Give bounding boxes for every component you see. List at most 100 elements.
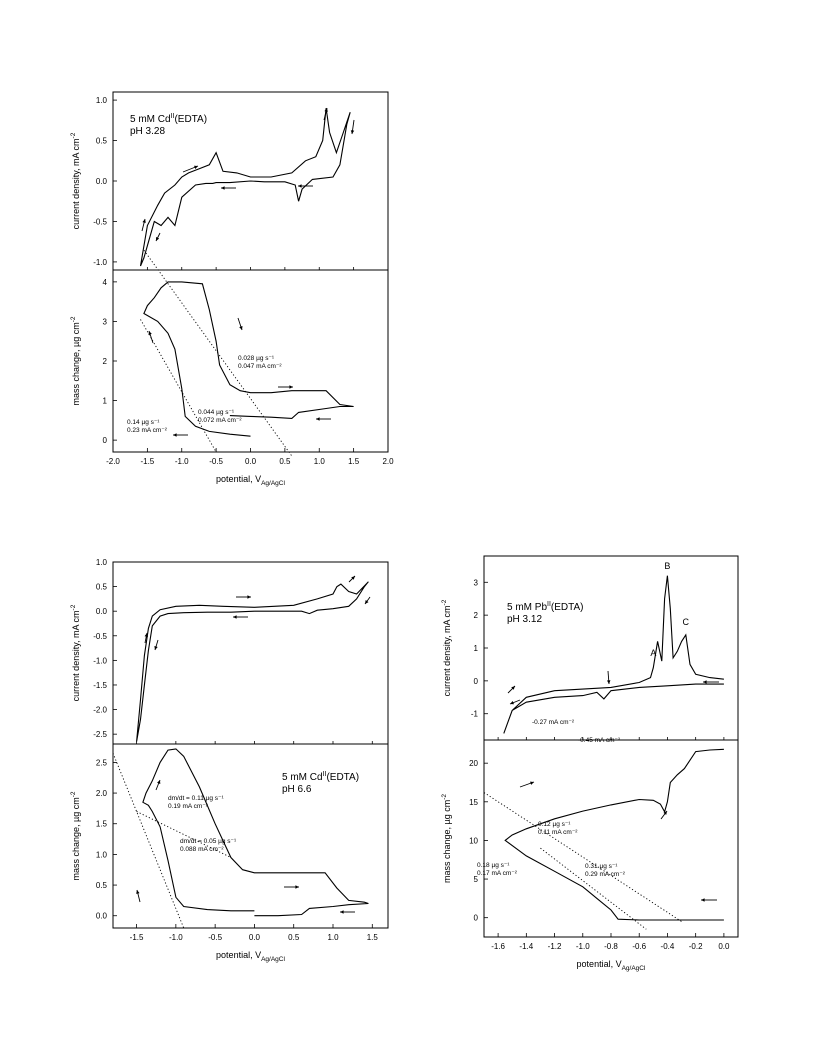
x-tick-label: -1.0 (169, 933, 183, 942)
current-y-tick-label: -1.0 (93, 258, 107, 267)
scan-direction-arrow (350, 119, 355, 135)
x-tick-label: 0.5 (279, 457, 291, 466)
x-tick-label: -1.5 (140, 457, 154, 466)
mass-y-tick-label: 0.0 (96, 912, 108, 921)
arrow-head (289, 385, 293, 389)
arrow-head (221, 186, 225, 190)
mass-y-tick-label: 4 (103, 278, 108, 287)
arrow-head (194, 165, 198, 169)
current-y-tick-label: 1 (474, 644, 479, 653)
x-tick-label: 1.5 (367, 933, 379, 942)
current-plot-frame (483, 555, 739, 741)
x-tick-label: 0.5 (288, 933, 300, 942)
arrow-head (316, 417, 320, 421)
peak-label: A (650, 648, 656, 658)
scan-direction-arrow (340, 910, 355, 914)
current-y-tick-label: -1 (471, 710, 479, 719)
current-y-tick-label: -1.5 (93, 681, 107, 690)
arrow-head (144, 633, 148, 637)
panel-ph: pH 3.12 (507, 614, 542, 625)
current-y-tick-label: 0.0 (96, 177, 108, 186)
rate-annotation: 0.31 µg s⁻¹ (585, 863, 618, 870)
x-tick-label: -1.5 (130, 933, 144, 942)
arrow-head (510, 701, 514, 705)
arrow-head (173, 433, 177, 437)
arrow-head (365, 600, 369, 604)
x-tick-label: -0.4 (661, 942, 675, 951)
mass-y-tick-label: 5 (474, 875, 479, 884)
mass-curve (504, 748, 724, 921)
arrow-head (511, 686, 515, 690)
x-tick-label: -0.2 (689, 942, 703, 951)
arrow-head (351, 576, 355, 580)
current-y-axis-label: current density, mA cm-2 (441, 599, 452, 696)
current-y-tick-label: 1.0 (96, 96, 108, 105)
mass-y-tick-label: 1.0 (96, 850, 108, 859)
mass-y-axis-label: mass change, µg cm-2 (70, 316, 81, 405)
current-y-tick-label: -0.5 (93, 217, 107, 226)
x-tick-label: 0.0 (718, 942, 730, 951)
peak-label: B (664, 561, 670, 571)
current-y-tick-label: -0.5 (93, 632, 107, 641)
rate-annotation: 0.14 µg s⁻¹ (127, 419, 160, 426)
arrow-head (247, 595, 251, 599)
current-curve (136, 581, 369, 742)
scan-direction-arrow (278, 385, 293, 389)
arrow-head (663, 811, 667, 815)
mass-y-tick-label: 0 (474, 914, 479, 923)
rate-annotation: dm/dt = 0.05 µg s⁻¹ (180, 838, 237, 845)
x-tick-label: 2.0 (382, 457, 394, 466)
current-y-tick-label: -1.0 (93, 656, 107, 665)
scan-direction-arrow (233, 615, 248, 619)
current-y-tick-label: 0.0 (96, 607, 108, 616)
arrow-head (136, 890, 140, 894)
arrow-head (142, 219, 146, 223)
scan-direction-arrow (155, 232, 161, 242)
arrow-head (324, 108, 328, 112)
scan-direction-arrow (703, 680, 719, 684)
mass-y-tick-label: 0 (103, 436, 108, 445)
mass-rate-fit-line (143, 249, 293, 457)
scan-direction-arrow (660, 810, 668, 820)
arrow-head (233, 615, 237, 619)
current-y-tick-label: 1.0 (96, 558, 108, 567)
panel-title: 5 mM PbII(EDTA) (507, 601, 584, 613)
x-tick-label: 1.5 (348, 457, 360, 466)
rate-annotation: -0.27 mA cm⁻² (532, 719, 575, 726)
scan-direction-arrow (507, 685, 516, 694)
mass-y-tick-label: 10 (469, 836, 478, 845)
arrow-head (606, 680, 611, 684)
mass-y-axis-label: mass change, µg cm-2 (70, 791, 81, 880)
x-tick-label: -0.5 (209, 457, 223, 466)
x-tick-label: -0.6 (632, 942, 646, 951)
scan-direction-arrow (701, 898, 717, 902)
scan-direction-arrow (155, 779, 161, 791)
scan-direction-arrow (154, 639, 159, 651)
scan-direction-arrow (284, 885, 299, 889)
rate-annotation: 0.23 mA cm⁻² (127, 427, 168, 434)
x-axis-label: potential, VAg/AgCl (577, 959, 646, 972)
mass-y-tick-label: 1.5 (96, 820, 108, 829)
panel-title: 5 mM CdII(EDTA) (130, 113, 207, 125)
current-y-tick-label: 0.5 (96, 583, 108, 592)
x-tick-label: -1.2 (548, 942, 562, 951)
current-y-axis-label: current density, mA cm-2 (70, 604, 81, 701)
x-tick-label: 0.0 (249, 933, 261, 942)
mass-y-tick-label: 0.5 (96, 881, 108, 890)
mass-rate-fit-line (540, 847, 647, 930)
mass-rate-fit-line (483, 792, 682, 922)
arrow-head (703, 680, 707, 684)
scan-direction-arrow (148, 330, 154, 344)
rate-annotation: 0.12 µg s⁻¹ (538, 821, 571, 828)
rate-annotation: 0.29 mA cm⁻² (585, 871, 626, 878)
rate-annotation: 0.11 mA cm⁻² (538, 829, 578, 836)
mass-curve (142, 748, 369, 917)
x-tick-label: 1.0 (327, 933, 339, 942)
rate-annotation: 0.044 µg s⁻¹ (198, 409, 235, 416)
current-y-tick-label: -2.0 (93, 706, 107, 715)
scan-direction-arrow (136, 889, 141, 903)
arrow-head (701, 898, 705, 902)
x-tick-label: -2.0 (106, 457, 120, 466)
arrow-head (340, 910, 344, 914)
rate-annotation: 0.17 mA cm⁻² (477, 870, 518, 877)
